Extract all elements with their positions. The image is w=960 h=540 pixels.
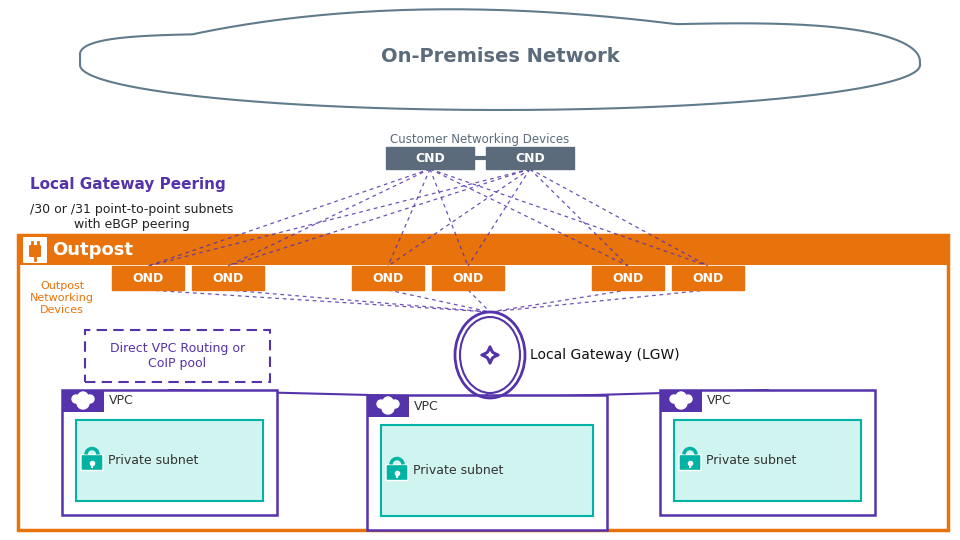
FancyBboxPatch shape <box>18 235 948 530</box>
Circle shape <box>77 397 89 409</box>
Text: Local Gateway Peering: Local Gateway Peering <box>30 178 226 192</box>
Text: Outpost
Networking
Devices: Outpost Networking Devices <box>30 281 94 315</box>
Text: VPC: VPC <box>109 395 133 408</box>
Circle shape <box>684 395 692 403</box>
Text: OND: OND <box>132 272 163 285</box>
FancyBboxPatch shape <box>486 147 574 169</box>
FancyBboxPatch shape <box>352 266 424 290</box>
FancyBboxPatch shape <box>85 330 270 382</box>
FancyBboxPatch shape <box>677 400 685 407</box>
FancyBboxPatch shape <box>81 455 103 470</box>
Text: VPC: VPC <box>707 395 732 408</box>
Text: Outpost: Outpost <box>52 241 133 259</box>
FancyBboxPatch shape <box>674 420 861 501</box>
Circle shape <box>71 394 81 404</box>
Polygon shape <box>80 9 920 110</box>
Text: Private subnet: Private subnet <box>413 464 503 477</box>
Circle shape <box>376 399 386 409</box>
Circle shape <box>391 400 399 408</box>
Circle shape <box>669 394 679 404</box>
Text: /30 or /31 point-to-point subnets
with eBGP peering: /30 or /31 point-to-point subnets with e… <box>30 203 233 231</box>
Circle shape <box>683 394 693 404</box>
Circle shape <box>670 395 678 403</box>
FancyBboxPatch shape <box>432 266 504 290</box>
FancyBboxPatch shape <box>383 404 393 411</box>
Text: OND: OND <box>452 272 484 285</box>
Text: Private subnet: Private subnet <box>108 454 199 467</box>
FancyBboxPatch shape <box>660 390 875 515</box>
Text: CND: CND <box>516 152 545 165</box>
Circle shape <box>76 396 90 410</box>
Text: Private subnet: Private subnet <box>706 454 797 467</box>
Text: VPC: VPC <box>414 400 439 413</box>
Circle shape <box>377 400 385 408</box>
Circle shape <box>381 401 395 415</box>
FancyBboxPatch shape <box>672 266 744 290</box>
Text: OND: OND <box>372 272 403 285</box>
Circle shape <box>674 396 688 410</box>
FancyBboxPatch shape <box>381 425 593 516</box>
Circle shape <box>383 397 393 407</box>
Circle shape <box>78 392 88 402</box>
Circle shape <box>676 392 686 402</box>
Circle shape <box>77 391 89 403</box>
FancyBboxPatch shape <box>386 147 474 169</box>
Text: Customer Networking Devices: Customer Networking Devices <box>391 133 569 146</box>
Ellipse shape <box>460 317 520 393</box>
FancyBboxPatch shape <box>592 266 664 290</box>
Text: Local Gateway (LGW): Local Gateway (LGW) <box>530 348 680 362</box>
Circle shape <box>382 402 394 414</box>
FancyBboxPatch shape <box>23 237 47 263</box>
FancyBboxPatch shape <box>192 266 264 290</box>
FancyBboxPatch shape <box>29 245 41 257</box>
Text: OND: OND <box>612 272 643 285</box>
FancyBboxPatch shape <box>18 235 948 265</box>
Text: On-Premises Network: On-Premises Network <box>381 48 619 66</box>
FancyBboxPatch shape <box>679 455 701 470</box>
FancyBboxPatch shape <box>660 390 702 412</box>
FancyBboxPatch shape <box>76 420 263 501</box>
Circle shape <box>675 397 687 409</box>
Circle shape <box>86 395 94 403</box>
FancyBboxPatch shape <box>62 390 277 515</box>
FancyBboxPatch shape <box>367 395 607 530</box>
Circle shape <box>382 396 394 408</box>
Circle shape <box>390 399 400 409</box>
FancyBboxPatch shape <box>62 390 104 412</box>
Circle shape <box>72 395 80 403</box>
Circle shape <box>85 394 95 404</box>
Text: CND: CND <box>415 152 444 165</box>
Text: Direct VPC Routing or
CoIP pool: Direct VPC Routing or CoIP pool <box>110 342 245 370</box>
Circle shape <box>675 391 687 403</box>
FancyBboxPatch shape <box>386 464 408 481</box>
Text: OND: OND <box>692 272 724 285</box>
FancyBboxPatch shape <box>79 400 87 407</box>
FancyBboxPatch shape <box>367 395 409 417</box>
FancyBboxPatch shape <box>112 266 184 290</box>
Text: OND: OND <box>212 272 244 285</box>
